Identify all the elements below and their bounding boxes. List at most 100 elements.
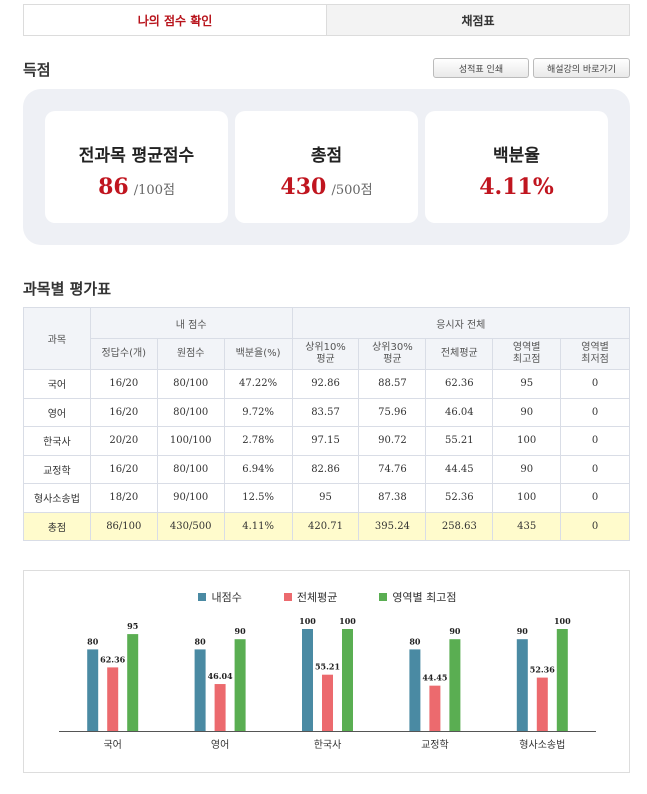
table-cell: 16/20 xyxy=(89,454,158,484)
table-cell: 97.15 xyxy=(291,426,360,456)
total-cell: 435 xyxy=(492,511,562,541)
data-label: 90 xyxy=(517,626,529,636)
average-score-value: 86 /100점 xyxy=(45,174,228,200)
chart-bar xyxy=(516,639,528,731)
table-cell: 46.04 xyxy=(425,397,494,427)
header-col-2: 백분율(%) xyxy=(223,338,293,370)
score-comparison-chart: 내점수 전체평균 영역별 최고점 80 62.36 95 국어 80 46.04 90 영어 100… xyxy=(23,570,630,773)
table-cell: 88.57 xyxy=(358,369,427,399)
table-row: 영어 16/20 80/100 9.72% 83.57 75.96 46.04 90 0 xyxy=(23,397,630,427)
legend-swatch xyxy=(379,593,388,601)
row-subject: 한국사 xyxy=(23,426,91,456)
header-my-score: 내 점수 xyxy=(89,307,293,339)
average-score-unit: /100점 xyxy=(133,183,175,198)
legend-item: 내점수 xyxy=(198,589,242,605)
chart-bar xyxy=(556,629,568,731)
data-label: 55.21 xyxy=(315,662,340,672)
percentile-number: 4.11% xyxy=(479,174,554,200)
total-score-value: 430 /500점 xyxy=(235,174,418,200)
x-tick-label: 교정학 xyxy=(421,739,449,751)
table-cell: 90.72 xyxy=(358,426,427,456)
score-section-title: 득점 xyxy=(23,61,51,79)
data-label: 100 xyxy=(339,616,356,626)
table-cell: 100 xyxy=(492,426,562,456)
table-cell: 74.76 xyxy=(358,454,427,484)
average-score-label: 전과목 평균점수 xyxy=(78,146,195,166)
chart-bar xyxy=(449,639,461,731)
table-cell: 44.45 xyxy=(425,454,494,484)
x-tick-label: 형사소송법 xyxy=(519,739,565,751)
table-cell: 80/100 xyxy=(156,369,225,399)
table-row: 교정학 16/20 80/100 6.94% 82.86 74.76 44.45 90 0 xyxy=(23,454,630,484)
subject-eval-table: 과목 내 점수 응시자 전체 정답수(개) 원점수 백분율(%) 상위10% 평균 상위… xyxy=(23,307,631,541)
data-label: 100 xyxy=(299,616,316,626)
chart-bar xyxy=(234,639,246,731)
chart-bar xyxy=(429,685,441,731)
table-cell: 18/20 xyxy=(89,483,158,513)
row-subject: 국어 xyxy=(23,369,91,399)
average-score-number: 86 xyxy=(98,174,129,200)
table-cell: 62.36 xyxy=(425,369,494,399)
data-label: 100 xyxy=(554,616,571,626)
legend-swatch xyxy=(198,593,207,601)
tab-my-score[interactable]: 나의 점수 확인 xyxy=(24,5,327,35)
table-cell: 92.86 xyxy=(291,369,360,399)
total-score-card: 총점 430 /500점 xyxy=(235,111,418,223)
data-label: 80 xyxy=(195,636,207,646)
score-tabs: 나의 점수 확인 채점표 xyxy=(23,4,630,36)
table-cell: 0 xyxy=(560,369,630,399)
table-cell: 0 xyxy=(560,454,630,484)
table-cell: 95 xyxy=(291,483,360,513)
data-label: 62.36 xyxy=(100,654,125,664)
total-cell: 430/500 xyxy=(156,511,225,541)
table-cell: 80/100 xyxy=(156,454,225,484)
total-score-label: 총점 xyxy=(310,146,343,166)
header-col-3: 상위10% 평균 xyxy=(291,338,360,370)
tab-answer-sheet[interactable]: 채점표 xyxy=(327,5,629,35)
print-report-button[interactable]: 성적표 인쇄 xyxy=(433,58,529,78)
chart-bar xyxy=(127,634,139,731)
row-subject: 형사소송법 xyxy=(23,483,91,513)
total-cell: 420.71 xyxy=(291,511,360,541)
chart-bar xyxy=(302,629,313,731)
lecture-link-button[interactable]: 해설강의 바로가기 xyxy=(533,58,630,78)
header-col-0: 정답수(개) xyxy=(89,338,158,370)
data-label: 95 xyxy=(127,621,138,631)
table-cell: 55.21 xyxy=(425,426,494,456)
data-label: 46.04 xyxy=(208,671,233,681)
legend-label: 내점수 xyxy=(211,591,242,604)
table-cell: 83.57 xyxy=(291,397,360,427)
score-summary-panel: 전과목 평균점수 86 /100점 총점 430 /500점 백분율 4.11% xyxy=(23,89,630,245)
legend-swatch xyxy=(283,593,292,601)
table-cell: 90/100 xyxy=(156,483,225,513)
table-cell: 2.78% xyxy=(223,426,293,456)
total-label: 총점 xyxy=(23,511,91,541)
total-score-number: 430 xyxy=(280,174,327,200)
data-label: 80 xyxy=(409,636,421,646)
header-subject: 과목 xyxy=(23,307,91,370)
legend-label: 영역별 최고점 xyxy=(392,591,457,604)
data-label: 80 xyxy=(87,636,99,646)
total-cell: 0 xyxy=(560,511,630,541)
eval-section-title: 과목별 평가표 xyxy=(23,280,112,298)
table-cell: 6.94% xyxy=(223,454,293,484)
row-subject: 교정학 xyxy=(23,454,91,484)
chart-canvas: 8062.3695국어8046.0490영어10055.21100한국사8044… xyxy=(59,616,596,751)
chart-bar xyxy=(409,649,421,731)
table-cell: 47.22% xyxy=(223,369,293,399)
total-cell: 86/100 xyxy=(89,511,158,541)
table-cell: 75.96 xyxy=(358,397,427,427)
table-cell: 82.86 xyxy=(291,454,360,484)
legend-item: 전체평균 xyxy=(283,589,337,605)
total-cell: 395.24 xyxy=(358,511,427,541)
header-all-takers: 응시자 전체 xyxy=(291,307,631,339)
table-cell: 100 xyxy=(492,483,562,513)
table-cell: 90 xyxy=(492,454,562,484)
percentile-value: 4.11% xyxy=(425,174,608,200)
table-cell: 90 xyxy=(492,397,562,427)
legend-item: 영역별 최고점 xyxy=(379,589,457,605)
table-row: 국어 16/20 80/100 47.22% 92.86 88.57 62.36 95 0 xyxy=(23,369,630,399)
header-col-7: 영역별 최저점 xyxy=(560,338,630,370)
table-cell: 20/20 xyxy=(89,426,158,456)
x-tick-label: 국어 xyxy=(103,739,121,751)
